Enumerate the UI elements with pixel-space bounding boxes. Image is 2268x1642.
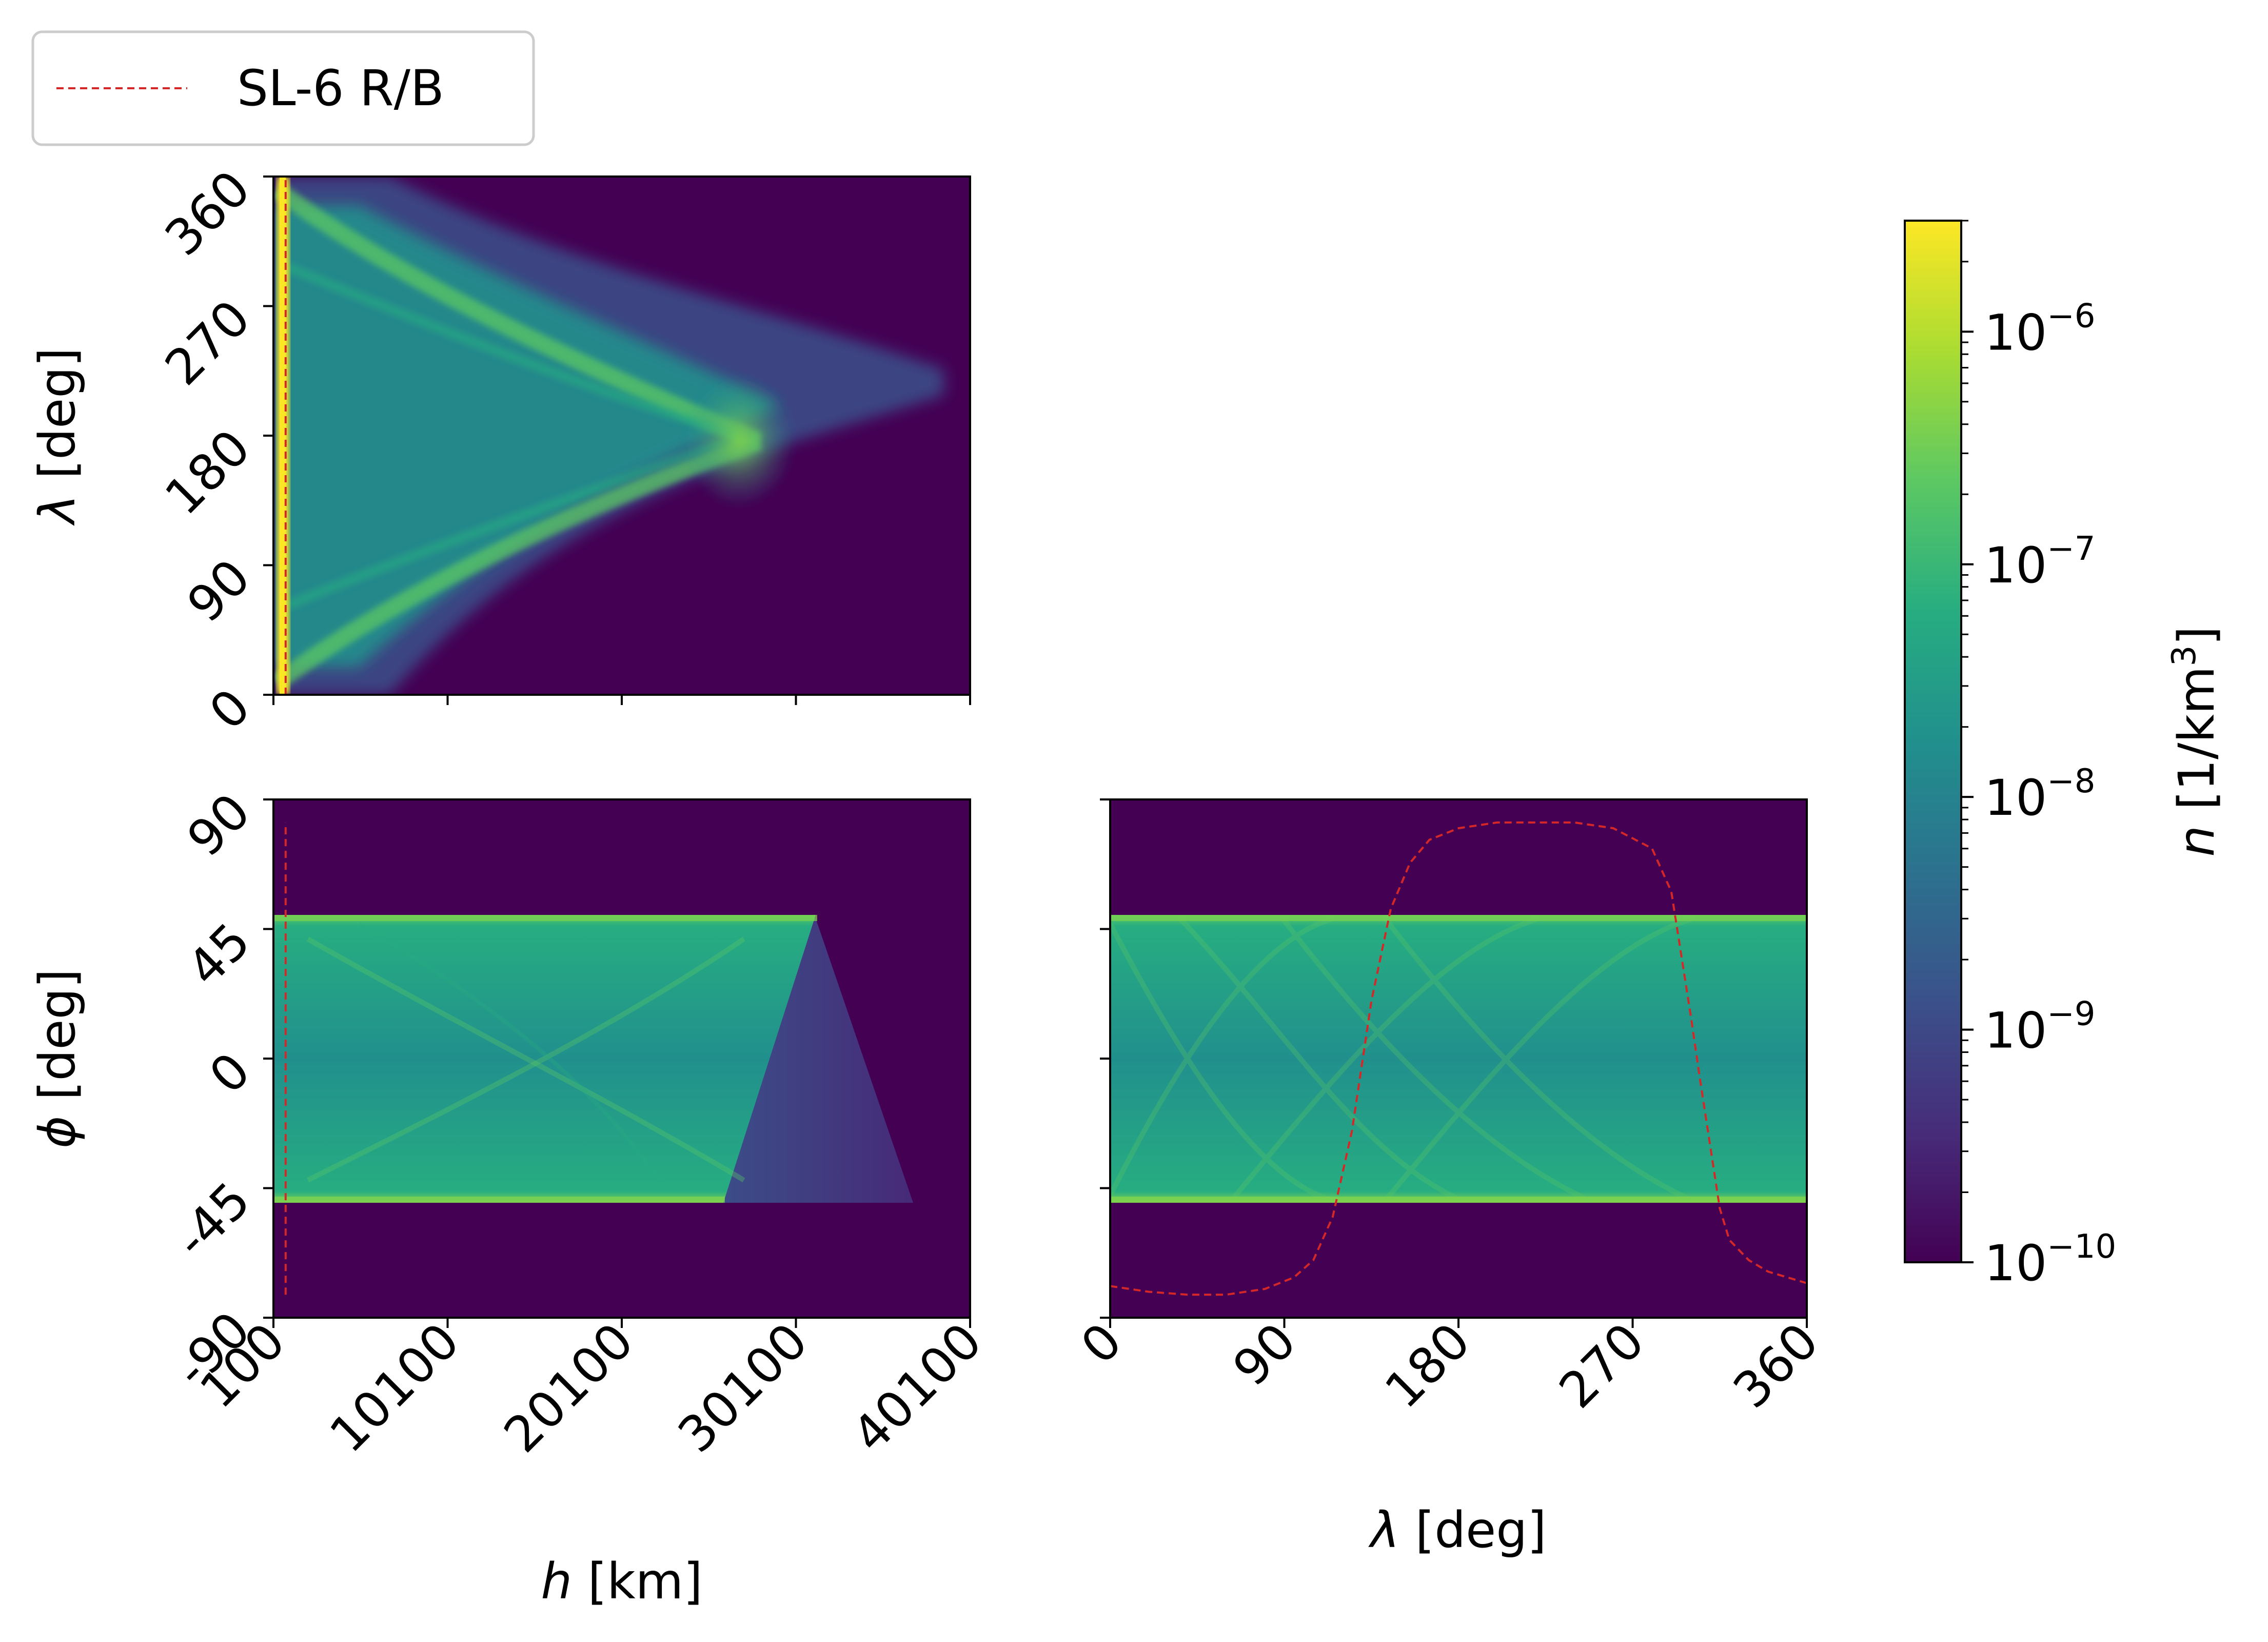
y-tick-label: 0	[199, 678, 261, 740]
y-tick-label: 45	[176, 912, 262, 998]
y-tick-label: 90	[176, 783, 262, 868]
legend-sl6-label: SL-6 R/B	[237, 60, 444, 117]
y-tick-label: 360	[154, 160, 262, 267]
y-tick-label: 0	[199, 1042, 261, 1104]
x-tick-label: 360	[1723, 1312, 1830, 1419]
colorbar-tick-label: 10−9	[1984, 995, 2096, 1060]
colorbar-gradient	[1904, 220, 1962, 1263]
x-tick-label: 10100	[319, 1312, 470, 1463]
heatmap-lambda-vs-h	[273, 177, 970, 695]
y-tick-label: 270	[154, 289, 262, 397]
x-tick-label: 0	[1070, 1312, 1133, 1375]
xlabel-phi-vs-h: h [km]	[541, 1553, 702, 1610]
colorbar-tick-label: 10−8	[1984, 763, 2096, 827]
subplot-lambda-vs-h: 0 90 180 270 360 λ [deg]	[29, 160, 971, 740]
x-tick-label: 180	[1374, 1312, 1482, 1419]
x-tick-label: 270	[1548, 1312, 1655, 1419]
y-tick-label: -45	[164, 1171, 261, 1269]
legend-box	[31, 30, 535, 146]
sl6-track-phi-vs-lambda	[1110, 821, 1807, 1296]
colorbar-tick-label: 10−10	[1984, 1228, 2116, 1292]
heatmap-phi-vs-lambda	[1110, 799, 1807, 1318]
x-tick-label: 40100	[841, 1312, 993, 1463]
colorbar-tick-label: 10−7	[1984, 530, 2096, 594]
heatmap-phi-vs-h	[273, 799, 970, 1318]
x-tick-label: 90	[1222, 1312, 1307, 1397]
colorbar: 10−10 10−9 10−8 10−7 10−6 n [1/km3]	[1904, 220, 2225, 1292]
subplot-phi-vs-lambda: 0 90 180 270 360 λ [deg]	[1070, 798, 1830, 1559]
y-tick-label: 180	[154, 419, 262, 526]
xlabel-phi-vs-lambda: λ [deg]	[1368, 1501, 1546, 1559]
y-tick-label: 90	[176, 549, 262, 634]
x-tick-label: 20100	[493, 1312, 644, 1463]
ylabel-phi-vs-h: ϕ [deg]	[29, 969, 86, 1148]
x-tick-label: 30100	[667, 1312, 819, 1463]
ylabel-lambda-vs-h: λ [deg]	[29, 347, 86, 526]
colorbar-label: n [1/km3]	[2165, 626, 2225, 857]
legend: SL-6 R/B	[31, 30, 535, 146]
colorbar-tick-label: 10−6	[1984, 297, 2096, 361]
